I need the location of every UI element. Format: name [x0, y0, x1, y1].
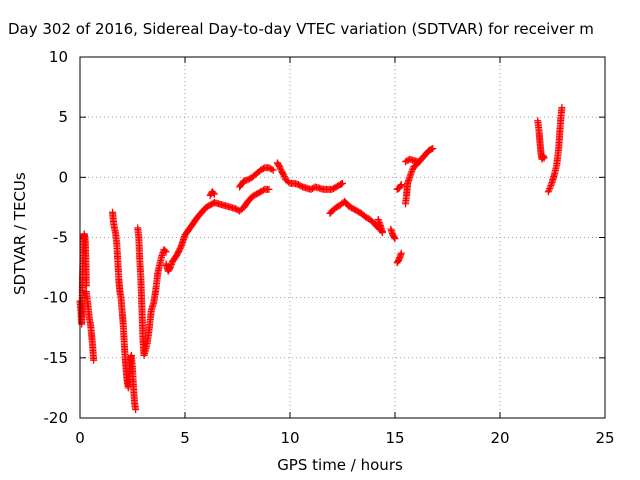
data-point: [546, 185, 554, 193]
data-point: [397, 249, 405, 257]
data-point: [269, 166, 277, 174]
data-point: [268, 165, 276, 173]
y-tick-label: 10: [49, 48, 68, 66]
chart-title: Day 302 of 2016, Sidereal Day-to-day VTE…: [8, 20, 594, 38]
data-point: [210, 190, 218, 198]
y-tick-label: -5: [53, 229, 68, 247]
data-point: [82, 282, 90, 290]
data-point: [280, 171, 288, 179]
data-point: [397, 182, 405, 190]
data-point: [276, 164, 284, 172]
data-point: [265, 185, 273, 193]
data-point: [90, 356, 98, 364]
data-point: [378, 229, 386, 237]
data-point: [408, 167, 416, 175]
data-point: [558, 104, 566, 112]
y-tick-label: -15: [44, 349, 69, 367]
data-point: [540, 154, 548, 162]
data-point: [209, 189, 217, 197]
data-point: [280, 173, 288, 181]
data-point: [391, 235, 399, 243]
data-point: [414, 158, 422, 166]
data-point: [428, 145, 436, 153]
x-tick-label: 5: [180, 429, 190, 447]
data-point: [429, 144, 437, 152]
data-point: [544, 188, 552, 196]
data-point: [390, 234, 398, 241]
y-tick-label: 0: [58, 168, 68, 186]
y-tick-label: 5: [58, 108, 68, 126]
data-point: [276, 163, 283, 171]
y-tick-label: -10: [44, 289, 69, 307]
data-points: [76, 104, 566, 414]
x-tick-label: 15: [385, 429, 404, 447]
x-tick-label: 25: [595, 429, 614, 447]
x-tick-label: 20: [490, 429, 509, 447]
grid-lines: [80, 57, 605, 418]
data-point: [397, 181, 405, 189]
data-point: [162, 248, 170, 256]
data-point: [339, 179, 346, 187]
data-point: [161, 247, 169, 255]
x-axis-label: GPS time / hours: [277, 456, 403, 474]
plot-frame: [79, 56, 606, 419]
x-tick-label: 0: [75, 429, 85, 447]
data-point: [337, 180, 345, 188]
data-point: [545, 186, 553, 194]
data-point: [409, 166, 416, 174]
data-point: [132, 406, 140, 414]
y-tick-label: -20: [44, 409, 69, 427]
x-tick-label: 10: [280, 429, 299, 447]
axis-ticks: 0 5 10 15 20 25 -20 -15 -10 -5 0 5 10: [44, 48, 615, 447]
